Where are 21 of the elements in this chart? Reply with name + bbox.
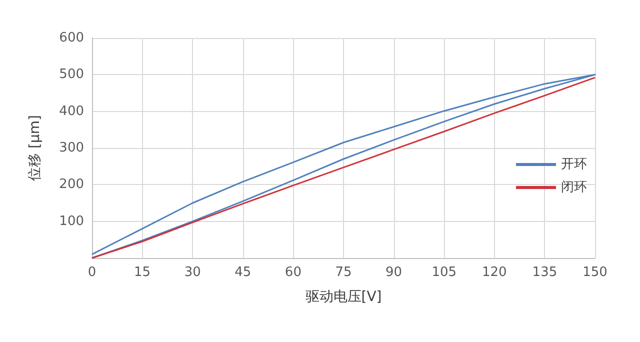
x-tick-label: 90	[386, 265, 402, 280]
y-tick-label: 300	[59, 140, 84, 156]
y-tick-label: 100	[59, 214, 84, 229]
x-tick-label: 60	[284, 265, 302, 280]
x-tick-label: 45	[234, 265, 252, 280]
x-axis-title: 驱动电压[V]	[305, 289, 382, 305]
y-tick-label: 500	[59, 67, 84, 82]
x-tick-label: 15	[134, 265, 151, 280]
x-tick-label: 0	[88, 265, 96, 280]
y-tick-label: 400	[59, 104, 84, 119]
x-tick-label: 135	[532, 265, 558, 280]
y-tick-label: 600	[59, 30, 84, 46]
x-tick-label: 30	[184, 265, 201, 280]
x-tick-label: 105	[432, 265, 457, 280]
x-tick-label: 75	[335, 265, 352, 280]
y-axis-title: 位移 [μm]	[27, 115, 43, 181]
y-tick-label: 200	[59, 177, 84, 192]
legend-label: 开环	[561, 157, 587, 172]
x-tick-label: 120	[482, 265, 507, 280]
legend-label: 闭环	[561, 180, 587, 195]
x-tick-label: 150	[582, 265, 608, 280]
